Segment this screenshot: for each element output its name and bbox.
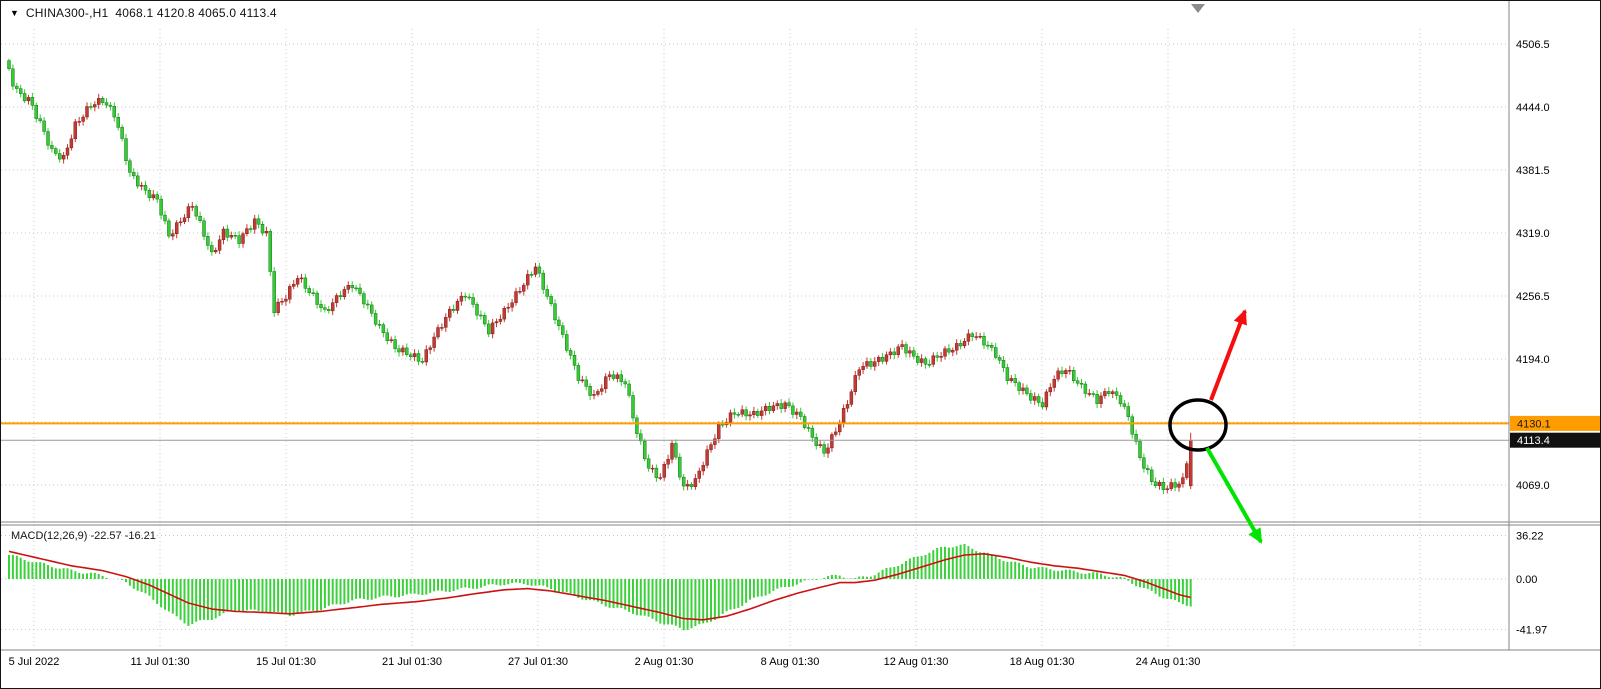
last-price-badge: 4113.4 xyxy=(1510,432,1600,448)
svg-text:4194.0: 4194.0 xyxy=(1516,354,1550,366)
svg-text:15 Jul 01:30: 15 Jul 01:30 xyxy=(256,656,316,668)
price-axis-labels: 4506.5 4444.0 4381.5 4319.0 4256.5 4194.0 4069… xyxy=(1516,39,1550,636)
symbol-info-label: CHINA300-,H1 4068.1 4120.8 4065.0 4113.4 xyxy=(25,6,277,20)
hline-price-badge: 4130.1 xyxy=(1510,415,1600,431)
svg-text:4506.5: 4506.5 xyxy=(1516,39,1550,51)
chart-header: ▼ CHINA300-,H1 4068.1 4120.8 4065.0 4113… xyxy=(10,6,277,20)
gridlines xyxy=(1,29,1509,649)
svg-text:5 Jul 2022: 5 Jul 2022 xyxy=(9,656,60,668)
svg-text:4319.0: 4319.0 xyxy=(1516,228,1550,240)
svg-text:4113.4: 4113.4 xyxy=(1517,435,1550,447)
macd-indicator-label: MACD(12,26,9) -22.57 -16.21 xyxy=(11,530,156,542)
svg-text:21 Jul 01:30: 21 Jul 01:30 xyxy=(382,656,442,668)
svg-text:4130.1: 4130.1 xyxy=(1517,418,1551,430)
svg-text:24 Aug 01:30: 24 Aug 01:30 xyxy=(1136,656,1201,668)
entry-circle-annotation[interactable] xyxy=(1168,398,1228,452)
bullish-arrow[interactable] xyxy=(1209,309,1247,401)
svg-text:12 Aug 01:30: 12 Aug 01:30 xyxy=(884,656,949,668)
macd-signal-line xyxy=(8,550,1191,621)
chart-shift-marker[interactable] xyxy=(1191,4,1205,13)
svg-text:4069.0: 4069.0 xyxy=(1516,480,1550,492)
svg-text:2 Aug 01:30: 2 Aug 01:30 xyxy=(635,656,694,668)
svg-text:36.22: 36.22 xyxy=(1516,531,1544,543)
candlesticks xyxy=(7,58,1193,495)
time-axis-labels: 5 Jul 2022 11 Jul 01:30 15 Jul 01:30 21 Jul… xyxy=(9,656,1201,668)
svg-text:-41.97: -41.97 xyxy=(1516,624,1547,636)
bearish-arrow[interactable] xyxy=(1205,447,1263,544)
svg-text:4381.5: 4381.5 xyxy=(1516,165,1550,177)
macd-histogram xyxy=(8,544,1192,631)
svg-text:27 Jul 01:30: 27 Jul 01:30 xyxy=(508,656,568,668)
svg-text:18 Aug 01:30: 18 Aug 01:30 xyxy=(1010,656,1075,668)
svg-text:8 Aug 01:30: 8 Aug 01:30 xyxy=(761,656,820,668)
svg-text:4256.5: 4256.5 xyxy=(1516,291,1550,303)
svg-text:11 Jul 01:30: 11 Jul 01:30 xyxy=(130,656,189,668)
svg-text:0.00: 0.00 xyxy=(1516,574,1537,586)
svg-text:4444.0: 4444.0 xyxy=(1516,102,1550,114)
symbol-dropdown-icon[interactable]: ▼ xyxy=(10,7,19,18)
